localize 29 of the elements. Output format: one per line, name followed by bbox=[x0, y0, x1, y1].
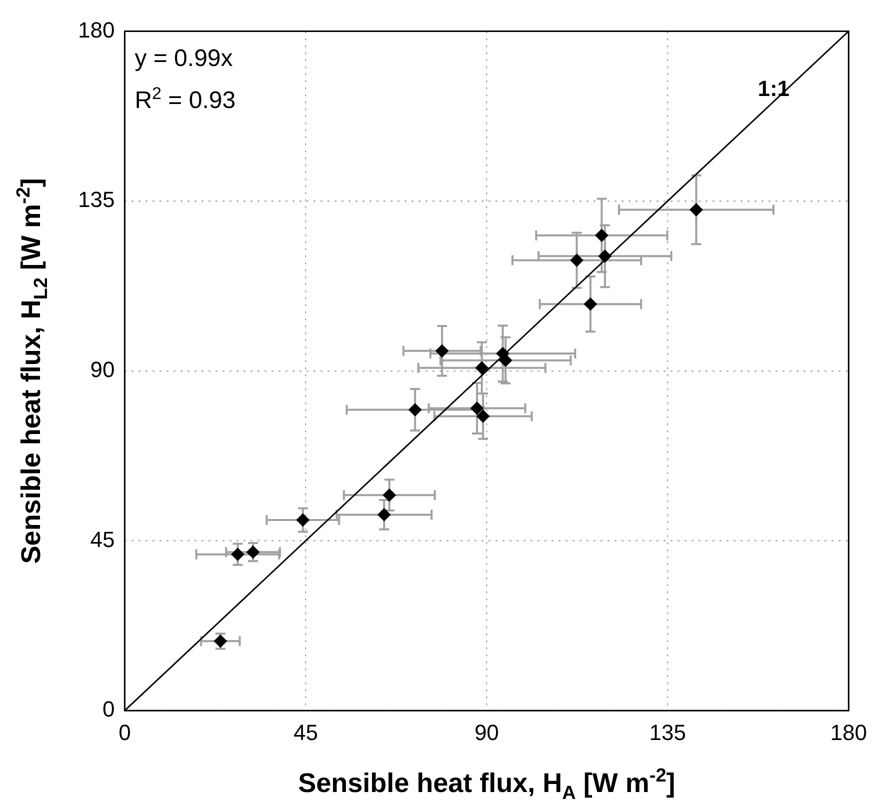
y-tick-label: 90 bbox=[90, 356, 115, 382]
annotation: 1:1 bbox=[758, 76, 790, 102]
point bbox=[570, 254, 584, 267]
x-tick-label: 90 bbox=[474, 720, 499, 745]
point bbox=[475, 361, 488, 374]
y-tick-label: 45 bbox=[90, 526, 115, 552]
point bbox=[584, 298, 597, 311]
y-tick-label: 180 bbox=[78, 17, 115, 42]
x-tick-label: 135 bbox=[649, 720, 686, 745]
point bbox=[476, 410, 490, 423]
point bbox=[470, 402, 484, 415]
y-axis-title: Sensible heat flux, HL2 [W m-2] bbox=[14, 178, 52, 564]
point bbox=[598, 250, 612, 263]
point bbox=[382, 488, 396, 502]
point bbox=[231, 548, 244, 561]
y-tick-label: 135 bbox=[78, 187, 115, 212]
point bbox=[436, 344, 449, 358]
point bbox=[690, 203, 703, 216]
point bbox=[408, 403, 422, 416]
point bbox=[595, 228, 608, 242]
point bbox=[296, 513, 310, 526]
annotation: y = 0.99x bbox=[134, 45, 233, 72]
point bbox=[499, 354, 512, 367]
point bbox=[246, 546, 260, 559]
x-tick-label: 180 bbox=[830, 720, 868, 745]
x-tick-label: 45 bbox=[293, 720, 318, 745]
point bbox=[378, 508, 391, 522]
x-tick-label: 0 bbox=[118, 720, 131, 745]
y-tick-label: 0 bbox=[102, 696, 115, 722]
